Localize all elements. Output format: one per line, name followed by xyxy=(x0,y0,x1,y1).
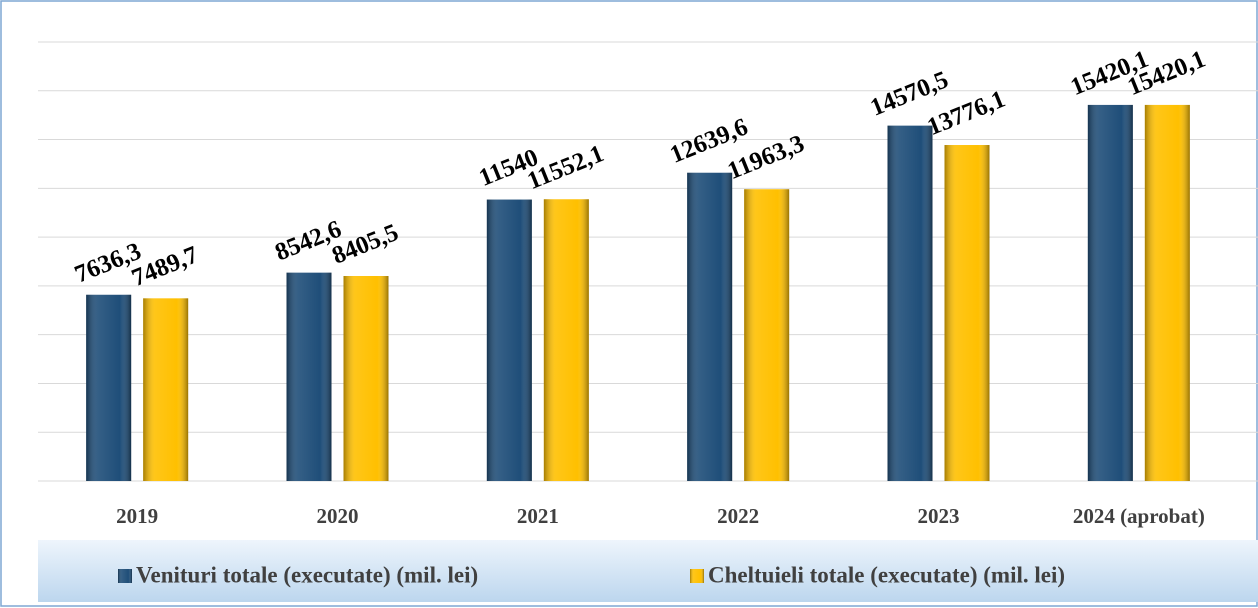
x-tick-label: 2021 xyxy=(517,504,559,528)
bar-shade xyxy=(486,199,532,481)
bar-shade xyxy=(944,145,990,481)
legend-band xyxy=(38,540,1258,602)
bar-shade xyxy=(687,172,733,482)
bar-shade xyxy=(744,189,790,482)
bar-shade xyxy=(343,275,389,481)
x-tick-label: 2020 xyxy=(317,504,359,528)
x-tick-label: 2023 xyxy=(918,504,960,528)
value-label: 11552,1 xyxy=(524,140,608,195)
bar-shade xyxy=(286,272,332,481)
bar-shade xyxy=(1087,104,1133,481)
bar-shade xyxy=(86,294,132,481)
legend-label: Venituri totale (executate) (mil. lei) xyxy=(136,562,478,587)
x-tick-label: 2022 xyxy=(717,504,759,528)
legend-swatch-shade xyxy=(118,569,132,583)
legend-swatch-shade xyxy=(690,569,704,583)
x-tick-label: 2024 (aprobat) xyxy=(1073,504,1205,528)
bar-shade xyxy=(887,125,933,481)
bar-shade xyxy=(143,298,189,481)
x-tick-label: 2019 xyxy=(116,504,158,528)
bar-shade xyxy=(1144,104,1190,481)
legend-label: Cheltuieli totale (executate) (mil. lei) xyxy=(708,562,1065,587)
bar-shade xyxy=(543,199,589,481)
